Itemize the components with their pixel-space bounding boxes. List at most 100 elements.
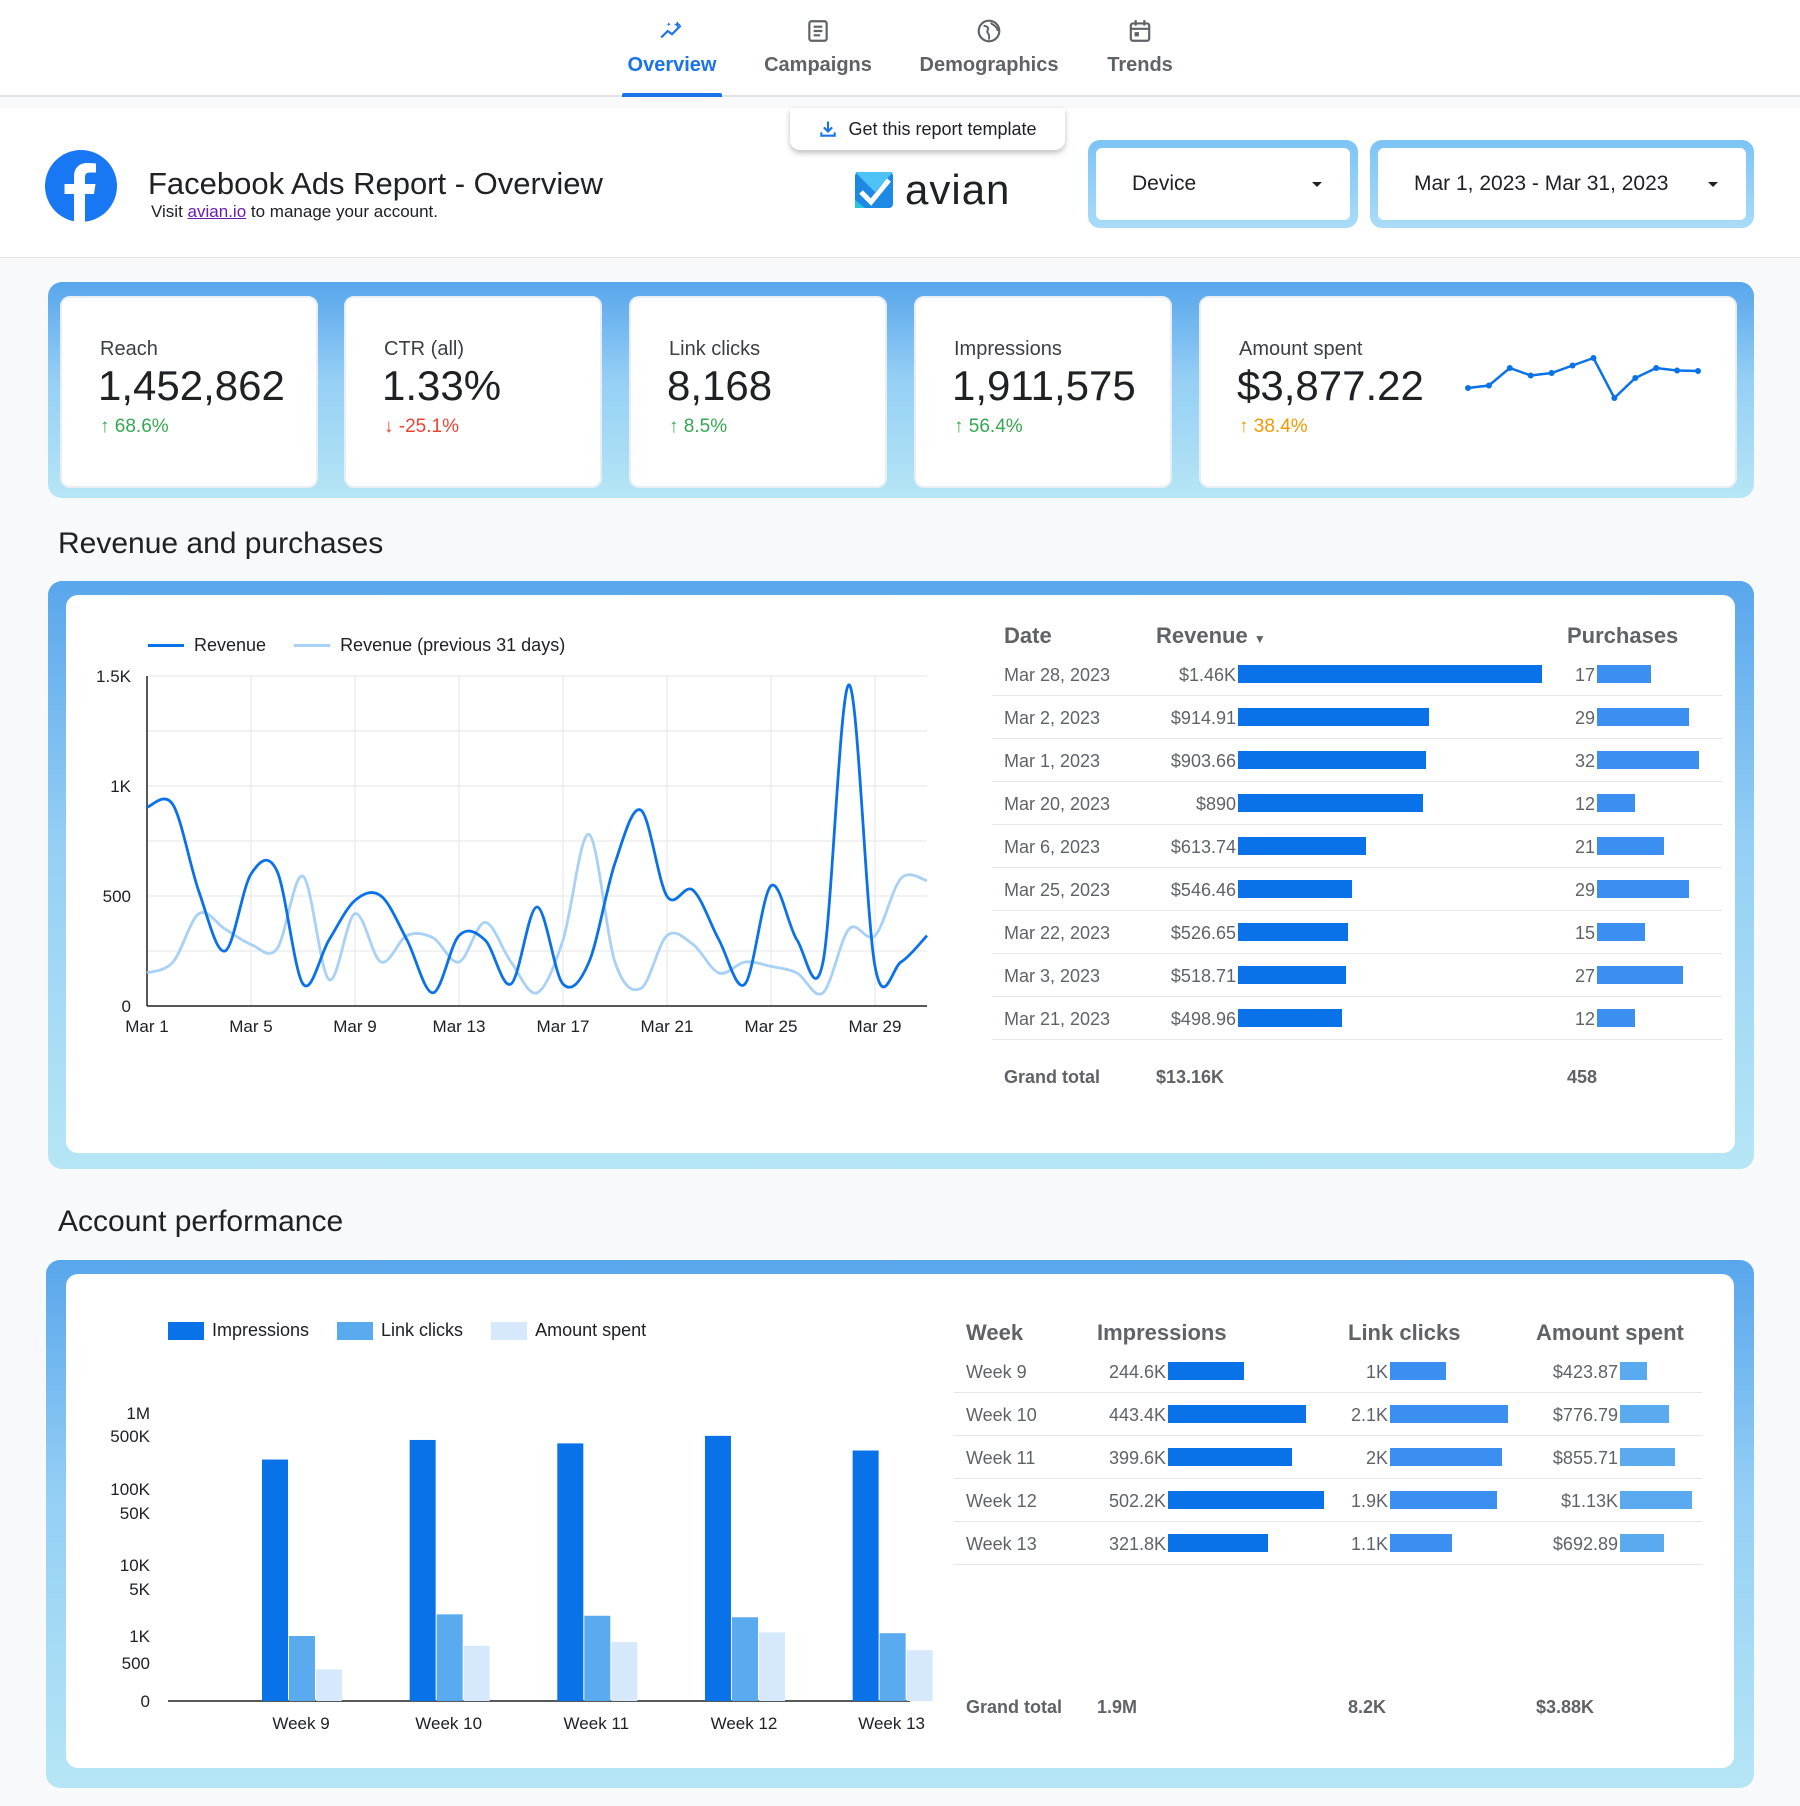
date-cell: Mar 3, 2023 <box>1004 966 1101 986</box>
y-tick-label: 5K <box>129 1580 150 1599</box>
revenue-line[interactable] <box>146 683 929 995</box>
table-row[interactable]: Mar 1, 2023 $903.66 32 <box>992 739 1722 782</box>
purchases-cell: 15 <box>1574 923 1595 943</box>
col-header-purchases[interactable]: Purchases <box>1567 623 1679 648</box>
revenue-cell: $546.46 <box>1170 880 1236 900</box>
legend-label: Amount spent <box>535 1320 647 1340</box>
table-row[interactable]: Week 13 321.8K 1.1K $692.89 <box>954 1522 1702 1565</box>
table-row[interactable]: Mar 21, 2023 $498.96 12 <box>992 997 1722 1040</box>
impressions-bar[interactable] <box>557 1443 584 1701</box>
col-header-date[interactable]: Date <box>1004 623 1052 648</box>
sparkline-point <box>1527 372 1534 379</box>
kpi-value: 8,168 <box>667 362 773 409</box>
legend-swatch <box>337 1321 374 1340</box>
link-clicks-bar <box>1390 1491 1497 1509</box>
tab-label: Campaigns <box>764 54 872 76</box>
table-row[interactable]: Mar 22, 2023 $526.65 15 <box>992 911 1722 954</box>
x-tick-label: Mar 13 <box>433 1017 486 1036</box>
device-filter-dropdown[interactable]: Device <box>1096 148 1350 220</box>
table-row[interactable]: Week 10 443.4K 2.1K $776.79 <box>954 1393 1702 1436</box>
legend-swatch <box>491 1321 528 1340</box>
table-row[interactable]: Mar 2, 2023 $914.91 29 <box>992 696 1722 739</box>
revenue-previous-line[interactable] <box>146 832 928 996</box>
table-row[interactable]: Mar 3, 2023 $518.71 27 <box>992 954 1722 997</box>
page-subtitle: Visit avian.io to manage your account. <box>151 202 438 222</box>
amount-spent-bar[interactable] <box>316 1669 342 1701</box>
kpi-label: Impressions <box>954 338 1062 360</box>
revenue-bar <box>1238 837 1366 855</box>
amount-spent-bar[interactable] <box>611 1642 638 1701</box>
download-icon <box>820 121 837 137</box>
impressions-bar[interactable] <box>704 1435 731 1701</box>
grand-total-link-clicks: 8.2K <box>1348 1697 1387 1717</box>
col-header-amount-spent[interactable]: Amount spent <box>1536 1320 1684 1345</box>
get-template-button[interactable]: Get this report template <box>790 108 1065 150</box>
x-tick-label: Week 10 <box>415 1714 482 1733</box>
grand-total-impressions: 1.9M <box>1097 1697 1138 1717</box>
tab-campaigns[interactable]: Campaigns <box>758 18 878 97</box>
kpi-delta: ↑ 38.4% <box>1239 416 1308 438</box>
tab-demographics[interactable]: Demographics <box>914 18 1064 97</box>
col-header-impressions[interactable]: Impressions <box>1097 1320 1227 1345</box>
impressions-cell: 244.6K <box>1108 1362 1166 1382</box>
purchases-cell: 27 <box>1574 966 1595 986</box>
impressions-bar[interactable] <box>852 1450 879 1701</box>
date-cell: Mar 2, 2023 <box>1004 708 1101 728</box>
date-cell: Mar 20, 2023 <box>1004 794 1111 814</box>
facebook-logo-icon <box>45 150 117 222</box>
table-row[interactable]: Week 9 244.6K 1K $423.87 <box>954 1350 1702 1393</box>
report-header: Facebook Ads Report - Overview Visit avi… <box>0 108 1800 258</box>
amount-spent-bar[interactable] <box>463 1645 490 1701</box>
link-clicks-bar[interactable] <box>879 1633 906 1701</box>
table-row[interactable]: Mar 25, 2023 $546.46 29 <box>992 868 1722 911</box>
purchases-bar <box>1597 708 1690 726</box>
globe-icon <box>977 19 1001 43</box>
col-header-week[interactable]: Week <box>966 1320 1024 1345</box>
y-tick-label: 10K <box>120 1556 151 1575</box>
y-tick-label: 1M <box>126 1404 150 1423</box>
purchases-bar <box>1597 665 1652 683</box>
link-clicks-bar[interactable] <box>731 1617 758 1701</box>
device-filter-label: Device <box>1132 172 1197 195</box>
sparkline-point <box>1695 368 1701 374</box>
avian-logo: avian <box>855 166 1010 214</box>
col-header-link-clicks[interactable]: Link clicks <box>1348 1320 1461 1345</box>
link-clicks-bar[interactable] <box>436 1614 463 1701</box>
sparkline-icon <box>660 21 682 39</box>
amount-spent-bar[interactable] <box>906 1650 933 1701</box>
section-title-revenue: Revenue and purchases <box>58 527 384 560</box>
y-tick-label: 500 <box>103 887 131 906</box>
date-cell: Mar 28, 2023 <box>1004 665 1111 685</box>
revenue-table: Date Revenue ▼ Purchases Mar 28, 2023 $1.… <box>992 623 1722 1087</box>
y-tick-label: 50K <box>120 1504 151 1523</box>
revenue-bar <box>1238 708 1429 726</box>
tab-trends[interactable]: Trends <box>1100 18 1180 97</box>
amount-spent-bar <box>1620 1405 1670 1423</box>
avian-link[interactable]: avian.io <box>187 202 247 221</box>
purchases-bar <box>1597 751 1699 769</box>
x-tick-label: Mar 9 <box>333 1017 376 1036</box>
impressions-bar <box>1168 1405 1306 1423</box>
link-clicks-bar <box>1390 1448 1503 1466</box>
table-row[interactable]: Mar 28, 2023 $1.46K 17 <box>992 653 1722 696</box>
link-clicks-bar[interactable] <box>584 1615 611 1701</box>
date-range-picker[interactable]: Mar 1, 2023 - Mar 31, 2023 <box>1378 148 1746 220</box>
kpi-delta-value: 56.4% <box>968 416 1023 437</box>
week-cell: Week 11 <box>966 1448 1036 1468</box>
table-row[interactable]: Mar 6, 2023 $613.74 21 <box>992 825 1722 868</box>
impressions-bar[interactable] <box>262 1459 288 1701</box>
grand-total-revenue: $13.16K <box>1156 1067 1225 1087</box>
date-range-wrap: Mar 1, 2023 - Mar 31, 2023 <box>1370 140 1754 228</box>
table-row[interactable]: Week 11 399.6K 2K $855.71 <box>954 1436 1702 1479</box>
link-clicks-bar[interactable] <box>289 1636 315 1701</box>
tab-overview[interactable]: Overview <box>622 18 722 97</box>
table-row[interactable]: Mar 20, 2023 $890 12 <box>992 782 1722 825</box>
link-clicks-bar <box>1390 1534 1452 1552</box>
legend-label: Link clicks <box>381 1320 464 1340</box>
amount-spent-bar[interactable] <box>758 1632 785 1701</box>
arrow-down-icon: ↓ <box>384 416 394 437</box>
table-row[interactable]: Week 12 502.2K 1.9K $1.13K <box>954 1479 1702 1522</box>
arrow-up-icon: ↑ <box>100 416 110 437</box>
impressions-bar[interactable] <box>409 1439 436 1701</box>
col-header-revenue[interactable]: Revenue ▼ <box>1156 623 1266 649</box>
